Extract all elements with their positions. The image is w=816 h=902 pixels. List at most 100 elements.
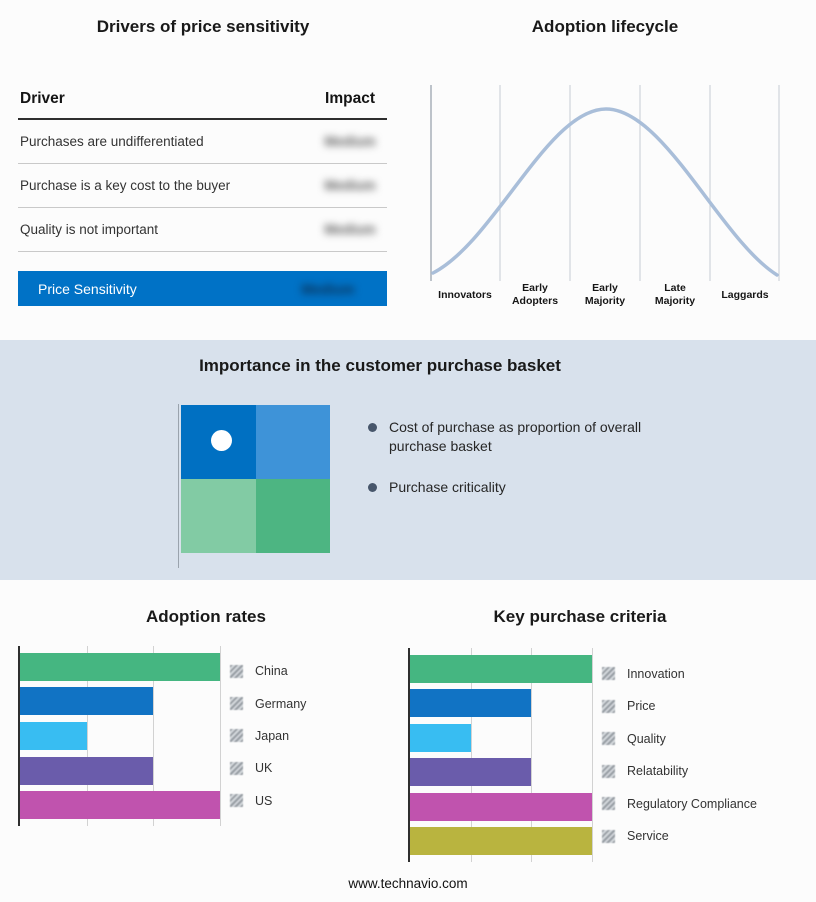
driver-name: Purchase is a key cost to the buyer (20, 178, 231, 193)
legend-item-japan: Japan (230, 729, 306, 743)
key-purchase-criteria-title: Key purchase criteria (493, 607, 667, 626)
bar-quality (410, 723, 471, 752)
legend-swatch-icon (230, 761, 243, 775)
basket-bullets: Cost of purchase as proportion of overal… (368, 418, 660, 519)
legend-swatch-icon (602, 764, 615, 778)
lifecycle-title: Adoption lifecycle (531, 17, 679, 36)
drivers-table-rows: Purchases are undifferentiated Medium Purc… (18, 120, 387, 252)
legend-label: Price (627, 699, 656, 714)
website-link[interactable]: www.technavio.com (348, 876, 468, 891)
legend-label: Quality (627, 731, 666, 746)
legend-label: Germany (255, 696, 307, 711)
key-purchase-criteria-plot (408, 648, 593, 862)
adoption-rates-plot (18, 646, 221, 826)
bar-relatability (410, 758, 532, 787)
quadrant-cell-4 (255, 479, 330, 553)
legend-swatch-icon (230, 729, 243, 743)
lifecycle-chart (430, 85, 780, 281)
bar-price (410, 689, 532, 718)
bar-uk (20, 756, 154, 785)
quadrant-cell-2 (255, 405, 330, 479)
bar-row (410, 723, 592, 752)
driver-row: Purchases are undifferentiated Medium (18, 120, 387, 164)
legend-swatch-icon (602, 699, 615, 713)
quadrant-grid (181, 405, 330, 553)
key-purchase-criteria-legend: Innovation Price Quality Relatability Regula… (602, 648, 757, 862)
legend-item-service: Service (602, 829, 757, 843)
driver-name: Quality is not important (20, 222, 159, 237)
legend-item-germany: Germany (230, 697, 306, 711)
legend-swatch-icon (230, 697, 243, 711)
bullet-dot-icon (368, 482, 377, 492)
price-sensitivity-bar: Price Sensitivity Medium (18, 271, 387, 306)
bar-row (410, 758, 592, 787)
driver-name: Purchases are undifferentiated (20, 134, 204, 149)
driver-row: Purchase is a key cost to the buyer Mediu… (18, 164, 387, 208)
stage-label: Innovators (438, 288, 492, 301)
lifecycle-curve-svg (430, 85, 780, 281)
bar-row (20, 791, 220, 820)
legend-item-uk: UK (230, 761, 306, 775)
bullet-text: Cost of purchase as proportion of overal… (389, 419, 642, 454)
bar-row (410, 689, 592, 718)
legend-label: UK (255, 761, 273, 776)
bar-row (410, 654, 592, 683)
legend-label: Innovation (627, 666, 685, 681)
legend-label: US (255, 793, 273, 808)
price-sensitivity-label: Price Sensitivity (38, 280, 137, 297)
bar-row (20, 721, 220, 750)
legend-item-relatability: Relatability (602, 764, 757, 778)
bullet-text: Purchase criticality (389, 478, 506, 495)
bullet-dot-icon (368, 423, 377, 432)
lifecycle-curve (431, 107, 779, 277)
legend-item-innovation: Innovation (602, 667, 757, 681)
price-sensitivity-impact: Medium (301, 280, 355, 297)
basket-title: Importance in the customer purchase bask… (199, 356, 561, 375)
bar-regulatory-compliance (410, 792, 592, 821)
drivers-title: Drivers of price sensitivity (96, 17, 310, 36)
bar-row (20, 756, 220, 785)
impact-value: Medium (324, 134, 376, 149)
legend-swatch-icon (602, 829, 615, 843)
bar-row (410, 827, 592, 856)
stage-label: Early Majority (584, 282, 626, 307)
bar-japan (20, 721, 87, 750)
lifecycle-stage-labels: Innovators Early Adopters Early Majority La… (430, 281, 780, 309)
bar-row (20, 687, 220, 716)
gridline (470, 648, 472, 862)
legend-item-regulatory-compliance: Regulatory Compliance (602, 797, 757, 811)
legend-swatch-icon (602, 732, 615, 746)
legend-label: China (255, 664, 288, 679)
stage-label: Late Majority (654, 282, 696, 307)
legend-item-china: China (230, 664, 306, 678)
bar-innovation (410, 654, 592, 683)
bar-row (410, 792, 592, 821)
adoption-rates-legend: China Germany Japan UK US (230, 646, 306, 826)
bar-us (20, 791, 220, 820)
stage-label: Laggards (721, 288, 769, 301)
purchase-basket-band (0, 340, 816, 580)
legend-label: Relatability (627, 764, 689, 779)
adoption-rates-title: Adoption rates (146, 607, 266, 626)
bar-germany (20, 687, 154, 716)
bar-service (410, 827, 592, 856)
gridline (86, 646, 88, 826)
bar-row (20, 652, 220, 681)
impact-value: Medium (324, 178, 376, 193)
legend-swatch-icon (602, 667, 615, 681)
bullet-item: Purchase criticality (368, 478, 660, 497)
legend-label: Japan (255, 728, 290, 743)
column-header-driver: Driver (20, 90, 65, 107)
legend-label: Service (627, 829, 669, 844)
legend-swatch-icon (230, 664, 243, 678)
gridline (220, 646, 221, 826)
quadrant-axis-line (178, 404, 179, 568)
bar-china (20, 652, 220, 681)
legend-item-quality: Quality (602, 732, 757, 746)
gridline (153, 646, 155, 826)
quadrant-cell-3 (181, 479, 256, 553)
legend-swatch-icon (230, 794, 243, 808)
column-header-impact: Impact (325, 90, 375, 107)
stage-label: Early Adopters (511, 282, 559, 307)
